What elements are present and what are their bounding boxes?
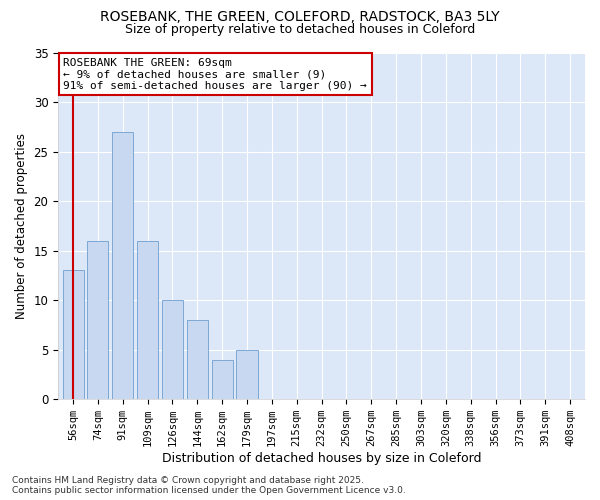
- Bar: [112, 132, 133, 399]
- Bar: [88, 240, 109, 399]
- Text: ROSEBANK, THE GREEN, COLEFORD, RADSTOCK, BA3 5LY: ROSEBANK, THE GREEN, COLEFORD, RADSTOCK,…: [100, 10, 500, 24]
- Bar: [187, 320, 208, 399]
- Text: Contains HM Land Registry data © Crown copyright and database right 2025.
Contai: Contains HM Land Registry data © Crown c…: [12, 476, 406, 495]
- Text: Size of property relative to detached houses in Coleford: Size of property relative to detached ho…: [125, 22, 475, 36]
- Bar: [212, 360, 233, 399]
- Y-axis label: Number of detached properties: Number of detached properties: [15, 133, 28, 319]
- X-axis label: Distribution of detached houses by size in Coleford: Distribution of detached houses by size …: [162, 452, 481, 465]
- Bar: [137, 240, 158, 399]
- Bar: [236, 350, 257, 399]
- Bar: [62, 270, 83, 399]
- Bar: [162, 300, 183, 399]
- Text: ROSEBANK THE GREEN: 69sqm
← 9% of detached houses are smaller (9)
91% of semi-de: ROSEBANK THE GREEN: 69sqm ← 9% of detach…: [64, 58, 367, 91]
